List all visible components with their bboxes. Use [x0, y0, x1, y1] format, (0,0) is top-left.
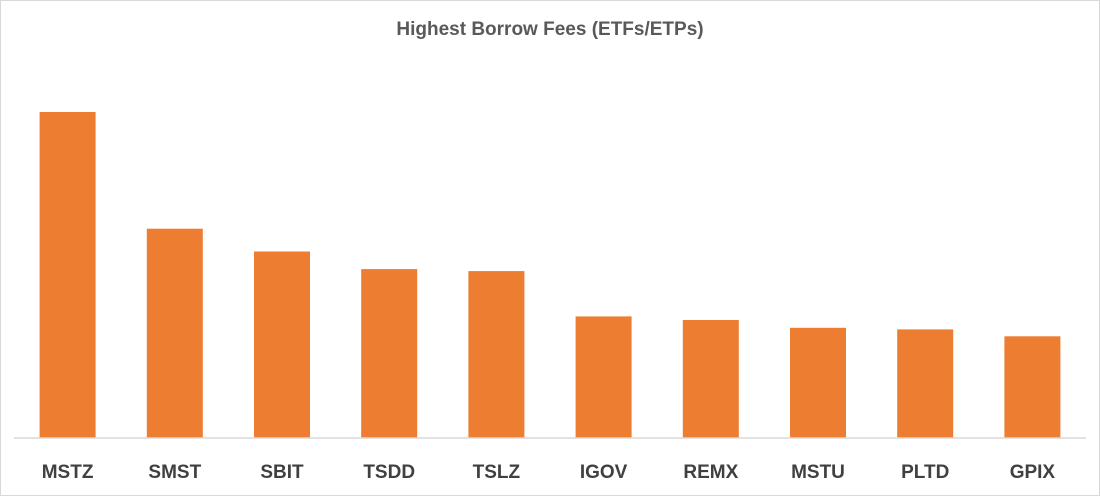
x-tick-label-igov: IGOV: [580, 462, 628, 483]
x-tick-label-tslz: TSLZ: [473, 462, 521, 483]
x-tick-label-pltd: PLTD: [901, 462, 949, 483]
bar-tsdd: [361, 269, 418, 438]
x-tick-label-sbit: SBIT: [260, 462, 304, 483]
x-tick-labels: MSTZ SMST SBIT TSDD TSLZ IGOV REMX MSTU PLTD GPIX: [42, 462, 1056, 483]
bar-gpix: [1004, 336, 1061, 438]
x-tick-label-smst: SMST: [148, 462, 201, 483]
bar-tslz: [468, 271, 525, 438]
bar-igov: [575, 316, 632, 438]
x-tick-label-mstz: MSTZ: [42, 462, 94, 483]
x-tick-label-tsdd: TSDD: [363, 462, 415, 483]
bar-mstz: [39, 112, 96, 438]
bars-group: [39, 112, 1061, 438]
chart-title: Highest Borrow Fees (ETFs/ETPs): [396, 19, 703, 40]
x-tick-label-remx: REMX: [683, 462, 738, 483]
bar-smst: [146, 228, 203, 438]
bar-remx: [682, 320, 739, 438]
x-tick-label-mstu: MSTU: [791, 462, 845, 483]
bar-pltd: [897, 329, 954, 438]
x-tick-label-gpix: GPIX: [1010, 462, 1056, 483]
bar-mstu: [790, 327, 846, 438]
bar-sbit: [254, 251, 310, 438]
